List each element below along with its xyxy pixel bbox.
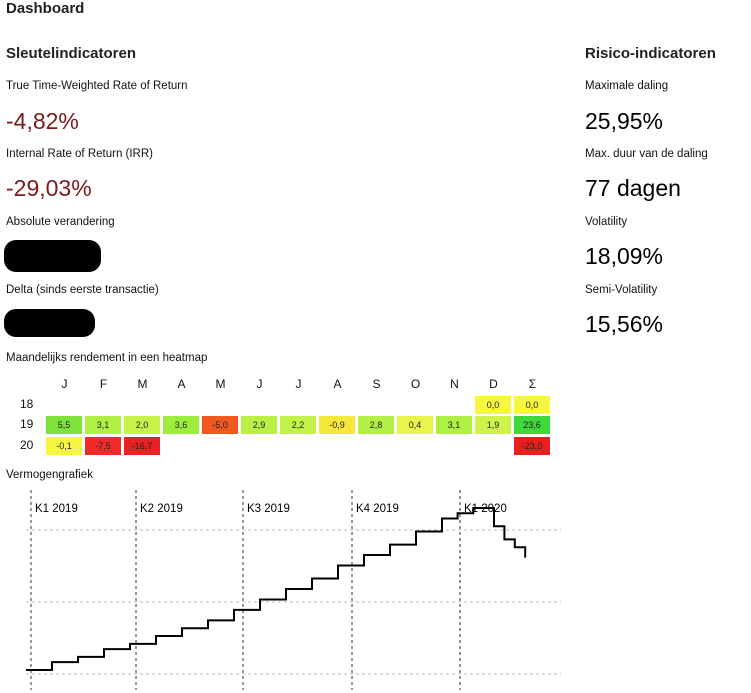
quarter-label: K3 2019 (247, 503, 290, 515)
max-drawdown-value: 25,95% (585, 108, 664, 134)
heatmap-cell: 0,4 (396, 415, 434, 435)
heatmap-col-header: J (256, 377, 263, 391)
heatmap-cell: 2,9 (240, 415, 278, 435)
heatmap-cell: 0,0 (513, 395, 551, 415)
absolute-change-redacted (4, 240, 101, 272)
ttwror-label: True Time-Weighted Rate of Return (6, 80, 188, 92)
semi-volatility-value: 15,56% (585, 311, 664, 337)
heatmap-col-header: A (333, 377, 342, 391)
heatmap-row-year: 20 (20, 438, 34, 452)
heatmap-cell: -23,0 (513, 436, 551, 456)
heatmap-col-header: M (137, 377, 148, 391)
heatmap-cell: 2,2 (279, 415, 317, 435)
heatmap-col-header: N (450, 377, 459, 391)
heatmap-col-header: D (489, 377, 498, 391)
heatmap-cell: 5,5 (45, 415, 83, 435)
quarter-label: K1 2019 (35, 503, 78, 515)
heatmap-cell: -0,1 (45, 436, 83, 456)
semi-volatility-label: Semi-Volatility (585, 284, 658, 296)
wealth-line (26, 507, 527, 671)
heatmap-cell: -16,7 (123, 436, 161, 456)
heatmap-cell: -0,9 (318, 415, 356, 435)
max-drawdown-duration-label: Max. duur van de daling (585, 148, 708, 160)
key-indicators-heading: Sleutelindicatoren (6, 45, 137, 62)
delta-redacted (4, 309, 95, 337)
absolute-change-label: Absolute verandering (6, 216, 115, 228)
chart-title: Vermogengrafiek (6, 469, 93, 481)
quarter-label: K2 2019 (140, 503, 183, 515)
heatmap-col-header: J (61, 377, 68, 391)
heatmap-col-header: M (215, 377, 226, 391)
ttwror-value: -4,82% (6, 108, 79, 134)
heatmap-row-year: 19 (20, 417, 34, 431)
heatmap-cell: 3,1 (435, 415, 473, 435)
heatmap-col-header: A (177, 377, 186, 391)
heatmap-col-header: Σ (528, 377, 537, 391)
heatmap-cell: 23,6 (513, 415, 551, 435)
page-title: Dashboard (6, 0, 85, 17)
heatmap-row-year: 18 (20, 397, 34, 411)
heatmap-cell: 0,0 (474, 395, 512, 415)
heatmap-cell: 2,0 (123, 415, 161, 435)
heatmap-col-header: J (295, 377, 302, 391)
max-drawdown-label: Maximale daling (585, 80, 669, 92)
heatmap-col-header: S (372, 377, 381, 391)
heatmap-cell: -7,5 (84, 436, 122, 456)
volatility-value: 18,09% (585, 243, 664, 269)
wealth-chart: K1 2019 K2 2019 K3 2019 K4 2019 K1 2020 (26, 490, 561, 690)
heatmap-cell: 1,9 (474, 415, 512, 435)
heatmap-title: Maandelijks rendement in een heatmap (6, 352, 208, 364)
heatmap-cell: -5,0 (201, 415, 239, 435)
heatmap-cell: 3,6 (162, 415, 200, 435)
delta-label: Delta (sinds eerste transactie) (6, 284, 159, 296)
risk-indicators-heading: Risico-indicatoren (585, 45, 716, 62)
heatmap-col-header: F (99, 377, 108, 391)
irr-label: Internal Rate of Return (IRR) (6, 148, 154, 160)
max-drawdown-duration-value: 77 dagen (585, 175, 681, 201)
volatility-label: Volatility (585, 216, 628, 228)
irr-value: -29,03% (6, 175, 92, 201)
heatmap-cell: 2,8 (357, 415, 395, 435)
heatmap-col-header: O (410, 377, 421, 391)
quarter-label: K4 2019 (356, 503, 399, 515)
heatmap-cell: 3,1 (84, 415, 122, 435)
